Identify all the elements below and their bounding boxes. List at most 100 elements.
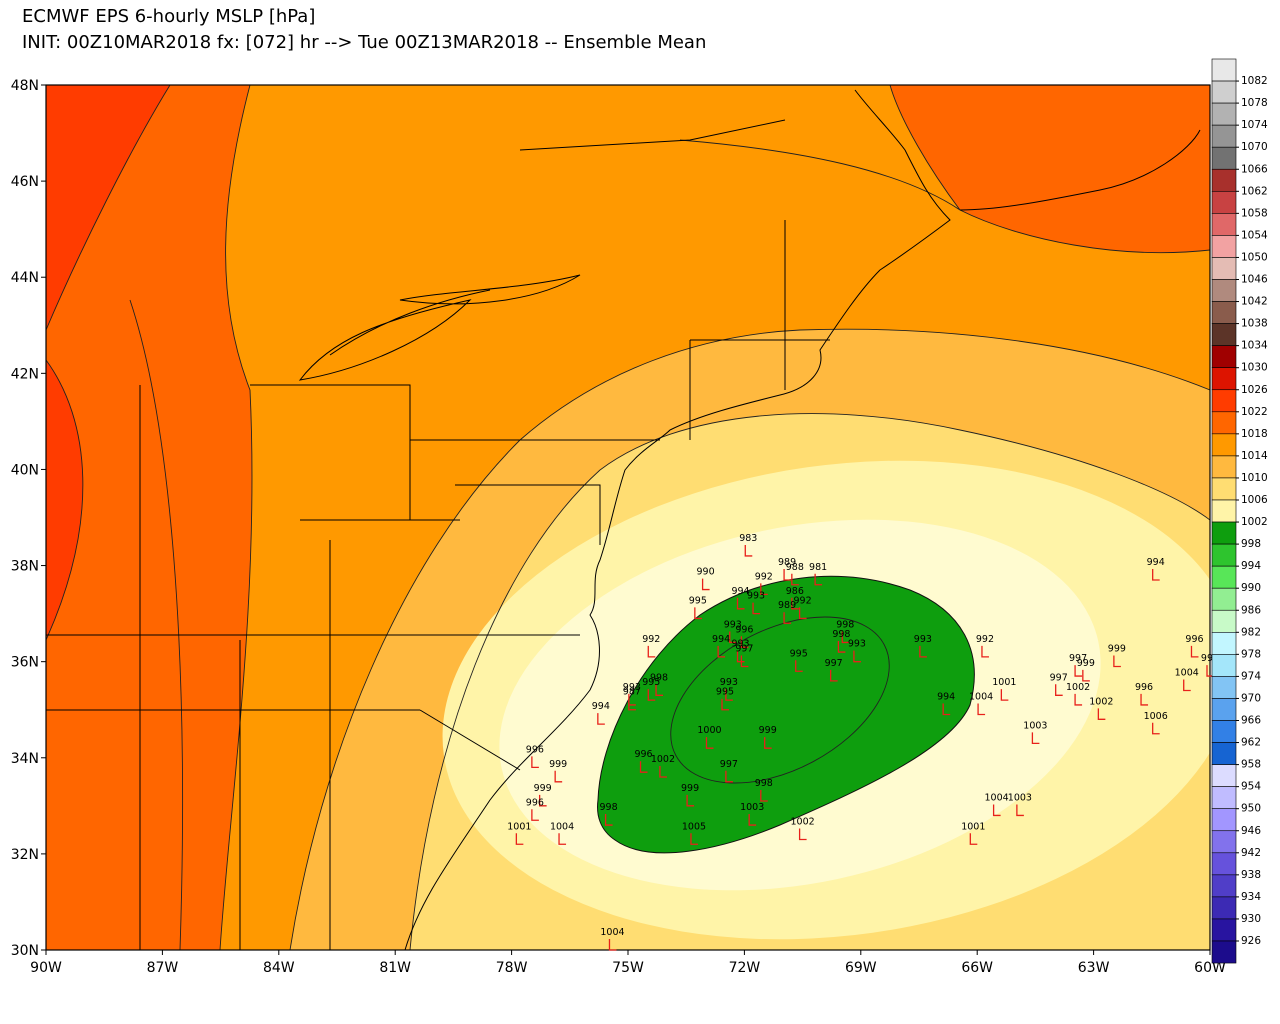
colorbar-label: 974 xyxy=(1241,670,1261,682)
low-pressure: 997 xyxy=(1050,672,1068,683)
y-tick-label: 30N xyxy=(11,943,39,959)
low-marker xyxy=(829,669,838,682)
low-marker xyxy=(531,809,539,821)
low-pressure: 995 xyxy=(642,677,660,688)
low-marker xyxy=(977,703,986,716)
colorbar-swatch xyxy=(1211,918,1237,942)
low-pressure: 994 xyxy=(937,692,955,703)
low-pressure: 993 xyxy=(724,619,742,630)
low-pressure: 995 xyxy=(689,595,707,606)
low-pressure: 989 xyxy=(778,557,796,568)
colorbar-swatch xyxy=(1211,279,1237,302)
colorbar-label: 1066 xyxy=(1241,163,1268,175)
y-tick-label: 34N xyxy=(11,751,39,767)
colorbar-swatch xyxy=(1211,609,1237,633)
colorbar-swatch xyxy=(1211,565,1237,589)
low-pressure: 997 xyxy=(720,759,738,770)
colorbar-label: 934 xyxy=(1241,891,1261,903)
low-pressure: 1002 xyxy=(1066,682,1090,693)
low-pressure: 994 xyxy=(592,701,610,712)
low-pressure: 1004 xyxy=(969,692,993,703)
low-pressure: 1005 xyxy=(682,821,706,832)
colorbar-label: 1010 xyxy=(1241,472,1268,484)
low-pressure: 998 xyxy=(1201,653,1219,664)
colorbar-label: 994 xyxy=(1241,560,1261,572)
low-pressure: 998 xyxy=(600,802,618,813)
low-marker xyxy=(628,698,636,711)
shade-1022 xyxy=(46,85,170,640)
low-marker xyxy=(919,645,927,658)
low-marker xyxy=(1183,679,1191,692)
low-pressure: 999 xyxy=(759,725,777,736)
subtitle: INIT: 00Z10MAR2018 fx: [072] hr --> Tue … xyxy=(22,32,706,53)
low-marker xyxy=(992,804,1001,817)
low-pressure: 988 xyxy=(786,562,804,573)
low-pressure: 992 xyxy=(794,595,812,606)
title: ECMWF EPS 6-hourly MSLP [hPa] xyxy=(22,6,315,27)
colorbar-label: 1034 xyxy=(1241,340,1268,352)
y-tick-label: 32N xyxy=(11,847,39,863)
low-marker xyxy=(639,761,648,773)
low-marker xyxy=(1000,689,1009,701)
low-marker xyxy=(515,833,524,845)
low-pressure: 997 xyxy=(825,658,843,669)
low-pressure: 992 xyxy=(755,571,773,582)
low-marker xyxy=(1074,693,1083,706)
low-marker xyxy=(1140,693,1149,706)
colorbar-label: 1030 xyxy=(1241,362,1268,374)
colorbar-swatch xyxy=(1211,433,1237,457)
low-marker xyxy=(558,833,567,845)
low-marker xyxy=(744,544,753,557)
colorbar-label: 1022 xyxy=(1241,406,1268,418)
colorbar-label: 1054 xyxy=(1241,229,1268,241)
low-marker xyxy=(1190,645,1199,658)
low-marker xyxy=(1113,655,1121,668)
low-pressure: 1004 xyxy=(600,927,624,938)
low-marker xyxy=(791,573,799,586)
colorbar-swatch xyxy=(1211,213,1237,236)
low-pressure: 989 xyxy=(778,600,796,611)
colorbar-swatch xyxy=(1211,742,1237,765)
low-marker xyxy=(655,684,664,696)
low-pressure: 996 xyxy=(735,624,753,635)
low-pressure: 993 xyxy=(720,677,738,688)
low-marker xyxy=(760,790,768,802)
colorbar-swatch xyxy=(1211,830,1237,854)
low-pressure: 992 xyxy=(976,634,994,645)
colorbar-swatch xyxy=(1211,940,1237,964)
low-marker xyxy=(1016,804,1024,817)
low-pressure: 993 xyxy=(914,634,932,645)
colorbar-swatch xyxy=(1211,543,1237,567)
x-tick-label: 78W xyxy=(496,960,528,976)
y-tick-label: 40N xyxy=(11,462,39,478)
low-pressure: 994 xyxy=(712,634,730,645)
low-pressure: 1000 xyxy=(697,725,721,736)
y-tick-label: 46N xyxy=(11,174,39,190)
low-marker xyxy=(736,650,745,663)
low-pressure: 1002 xyxy=(791,816,815,827)
low-marker xyxy=(647,689,656,701)
colorbar-swatch xyxy=(1211,146,1237,170)
low-marker xyxy=(783,612,792,624)
low-pressure: 993 xyxy=(848,639,866,650)
colorbar-label: 942 xyxy=(1241,847,1261,859)
colorbar-label: 986 xyxy=(1241,604,1261,616)
low-marker xyxy=(694,607,702,620)
colorbar-swatch xyxy=(1211,698,1237,721)
colorbar-swatch xyxy=(1211,631,1237,655)
x-tick-label: 60W xyxy=(1194,960,1226,976)
colorbar-swatch xyxy=(1211,168,1237,192)
colorbar-swatch xyxy=(1211,852,1237,876)
colorbar-swatch xyxy=(1211,80,1237,104)
low-pressure: 994 xyxy=(731,586,749,597)
low-pressure: 996 xyxy=(1135,682,1153,693)
y-tick-label: 48N xyxy=(11,78,39,94)
low-pressure: 998 xyxy=(650,672,668,683)
low-pressure: 981 xyxy=(809,562,827,573)
colorbar-swatch xyxy=(1211,367,1237,391)
x-tick-label: 75W xyxy=(612,960,644,976)
colorbar-swatch xyxy=(1211,191,1237,214)
low-marker xyxy=(740,655,749,668)
